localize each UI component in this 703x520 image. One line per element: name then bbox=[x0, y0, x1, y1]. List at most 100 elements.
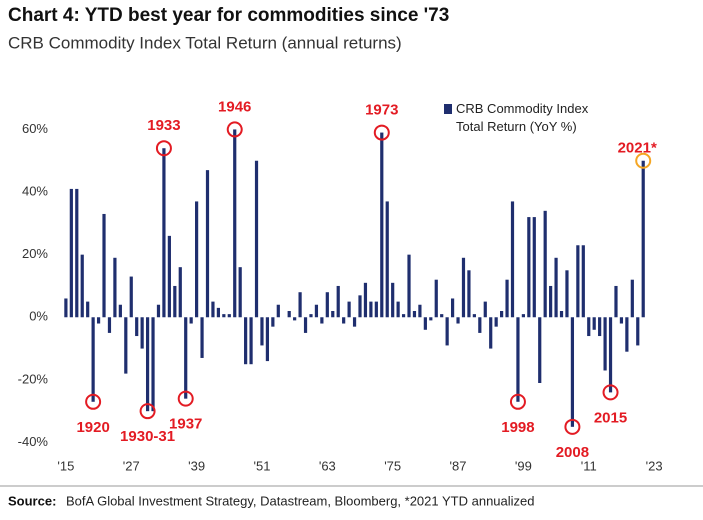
annotation-circle bbox=[85, 393, 102, 410]
x-tick-label: '63 bbox=[319, 458, 336, 473]
bar bbox=[440, 314, 444, 318]
bar bbox=[124, 317, 128, 374]
x-tick-label: '39 bbox=[188, 458, 205, 473]
bar bbox=[64, 298, 68, 318]
annotation-label: 1973 bbox=[365, 102, 398, 119]
bar bbox=[336, 285, 340, 318]
bar bbox=[396, 301, 400, 318]
annotation-label: 2008 bbox=[556, 444, 589, 461]
bar bbox=[314, 304, 319, 318]
bar bbox=[472, 314, 476, 318]
bar bbox=[178, 267, 182, 318]
annotation-circle bbox=[509, 393, 526, 410]
annotation-label: 1933 bbox=[147, 117, 180, 134]
annotation-circle bbox=[635, 152, 652, 169]
bar bbox=[91, 317, 95, 402]
bar bbox=[331, 311, 335, 318]
bar bbox=[391, 282, 395, 318]
bar bbox=[211, 301, 215, 318]
bar bbox=[342, 317, 346, 324]
annotation-label: 1946 bbox=[218, 98, 251, 115]
bar bbox=[363, 282, 368, 318]
bar bbox=[205, 170, 210, 318]
bar bbox=[118, 304, 122, 318]
bar bbox=[233, 129, 237, 318]
bar bbox=[135, 317, 139, 337]
x-tick-label: '15 bbox=[57, 458, 74, 473]
bar bbox=[450, 298, 455, 318]
bar bbox=[608, 317, 613, 393]
bar bbox=[412, 311, 417, 318]
bar bbox=[86, 301, 90, 318]
bar bbox=[516, 317, 520, 402]
chart-subtitle: CRB Commodity Index Total Return (annual… bbox=[8, 33, 402, 52]
legend: CRB Commodity Index Total Return (YoY %) bbox=[444, 100, 606, 136]
bar bbox=[418, 304, 422, 318]
bar bbox=[619, 317, 624, 324]
bar bbox=[598, 317, 602, 337]
annotation-label: 1930-31 bbox=[120, 428, 175, 445]
bar bbox=[145, 317, 150, 412]
bar bbox=[630, 279, 634, 318]
bar bbox=[603, 317, 607, 371]
bar bbox=[532, 217, 536, 318]
bar bbox=[380, 132, 384, 318]
bar bbox=[216, 307, 220, 318]
bar bbox=[576, 245, 580, 318]
bar bbox=[461, 257, 466, 318]
bar bbox=[140, 317, 144, 349]
bar bbox=[309, 314, 313, 318]
legend-label: CRB Commodity Index Total Return (YoY %) bbox=[456, 101, 589, 134]
bar bbox=[96, 317, 101, 324]
y-tick-label: 60% bbox=[22, 121, 48, 136]
bar bbox=[265, 317, 270, 362]
annotation-circle bbox=[564, 418, 581, 435]
x-tick-label: '99 bbox=[515, 458, 532, 473]
bar bbox=[521, 314, 525, 318]
annotation-label: 2021* bbox=[618, 140, 657, 157]
x-tick-label: '23 bbox=[646, 458, 663, 473]
bar bbox=[244, 317, 248, 365]
annotation-label: 1920 bbox=[76, 419, 109, 436]
bar bbox=[429, 317, 433, 321]
bar bbox=[636, 317, 640, 346]
x-tick-label: '87 bbox=[450, 458, 467, 473]
bar bbox=[303, 317, 308, 333]
bar bbox=[510, 201, 515, 318]
bar bbox=[271, 317, 275, 327]
bar bbox=[625, 317, 629, 352]
bar bbox=[162, 148, 166, 318]
bar bbox=[369, 301, 373, 318]
y-tick-label: 20% bbox=[22, 246, 48, 261]
bar bbox=[293, 317, 297, 321]
bar bbox=[614, 285, 618, 318]
bar bbox=[374, 301, 378, 318]
bar bbox=[527, 217, 531, 318]
bar bbox=[456, 317, 460, 324]
bar bbox=[559, 311, 564, 318]
annotation-circle bbox=[602, 384, 619, 401]
bar bbox=[592, 317, 596, 330]
chart-title: Chart 4: YTD best year for commodities s… bbox=[8, 5, 449, 26]
x-tick-label: '51 bbox=[253, 458, 270, 473]
bar bbox=[407, 254, 411, 318]
bar bbox=[325, 292, 329, 318]
annotation-circle bbox=[226, 121, 243, 138]
x-tick-label: '75 bbox=[384, 458, 401, 473]
annotation-circle bbox=[177, 390, 194, 407]
bar bbox=[565, 270, 569, 318]
bar bbox=[200, 317, 204, 358]
bar bbox=[254, 160, 259, 318]
x-tick-label: '11 bbox=[581, 458, 597, 473]
bar bbox=[500, 311, 504, 318]
bar bbox=[641, 160, 645, 318]
bar bbox=[549, 285, 553, 318]
bar bbox=[195, 201, 199, 318]
bar bbox=[69, 188, 73, 318]
bar bbox=[352, 317, 357, 327]
annotation-label: 1998 bbox=[501, 419, 534, 436]
bar bbox=[80, 254, 84, 318]
bar bbox=[189, 317, 193, 324]
